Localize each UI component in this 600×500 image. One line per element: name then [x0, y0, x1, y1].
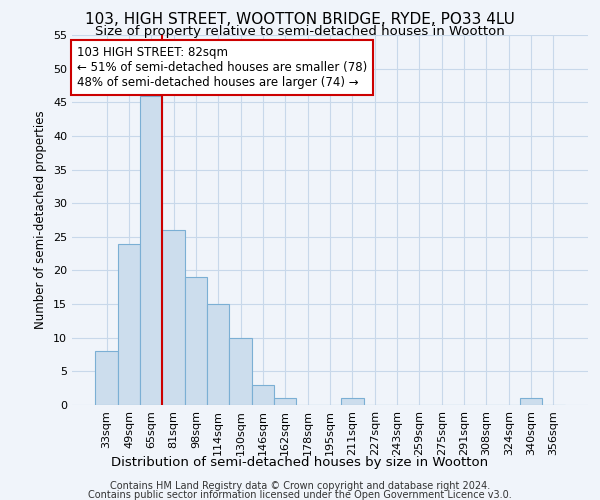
- Bar: [229, 338, 252, 405]
- Text: 103, HIGH STREET, WOOTTON BRIDGE, RYDE, PO33 4LU: 103, HIGH STREET, WOOTTON BRIDGE, RYDE, …: [85, 12, 515, 28]
- Bar: [118, 244, 140, 405]
- Bar: [163, 230, 185, 405]
- Y-axis label: Number of semi-detached properties: Number of semi-detached properties: [34, 110, 47, 330]
- Text: Contains HM Land Registry data © Crown copyright and database right 2024.: Contains HM Land Registry data © Crown c…: [110, 481, 490, 491]
- Bar: [520, 398, 542, 405]
- Bar: [185, 277, 207, 405]
- Text: 103 HIGH STREET: 82sqm
← 51% of semi-detached houses are smaller (78)
48% of sem: 103 HIGH STREET: 82sqm ← 51% of semi-det…: [77, 46, 367, 89]
- Bar: [95, 351, 118, 405]
- Bar: [274, 398, 296, 405]
- Bar: [207, 304, 229, 405]
- Bar: [341, 398, 364, 405]
- Bar: [252, 385, 274, 405]
- Text: Distribution of semi-detached houses by size in Wootton: Distribution of semi-detached houses by …: [112, 456, 488, 469]
- Text: Contains public sector information licensed under the Open Government Licence v3: Contains public sector information licen…: [88, 490, 512, 500]
- Bar: [140, 96, 163, 405]
- Text: Size of property relative to semi-detached houses in Wootton: Size of property relative to semi-detach…: [95, 25, 505, 38]
